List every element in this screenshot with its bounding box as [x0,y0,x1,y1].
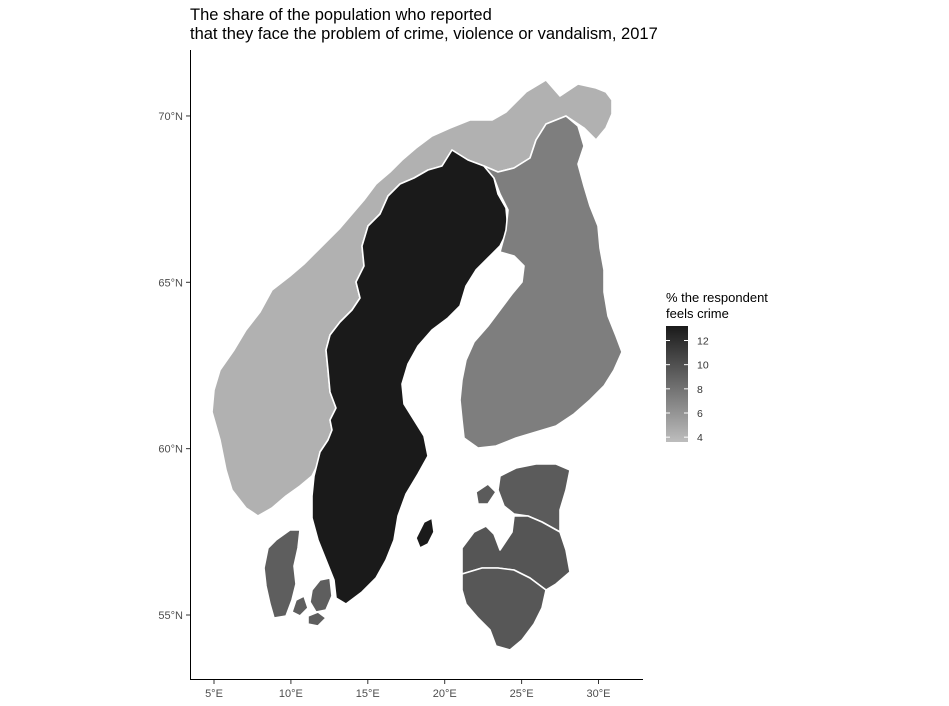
legend-title: % the respondent feels crime [666,290,768,321]
legend-tick-label: 6 [697,408,703,420]
legend-ticks: 12 10 8 6 4 [666,336,709,444]
y-tick-label: 65°N [158,277,183,289]
legend-title-line-1: % the respondent [666,290,768,305]
y-tick-label: 60°N [158,444,183,456]
chart-title-line-1: The share of the population who reported [190,6,492,24]
chart-title-line-2: that they face the problem of crime, vio… [190,25,658,43]
country-finland [459,115,623,449]
legend-title-line-2: feels crime [666,305,729,321]
y-axis-ticks: 55°N 60°N 65°N 70°N [158,111,190,622]
chart-title: The share of the population who reported… [190,6,658,44]
country-sweden [311,149,509,605]
country-lithuania [461,567,547,651]
axis-lines [190,50,643,680]
country-estonia-island [475,483,497,505]
legend-tick-label: 4 [697,432,703,444]
x-tick-label: 25°E [510,688,534,700]
country-estonia [497,463,571,533]
country-sweden-gotland [415,517,435,549]
x-tick-label: 30°E [587,688,611,700]
country-denmark-funen [291,595,309,617]
countries-layer [211,79,623,651]
country-denmark-zealand [309,577,333,613]
y-tick-label: 70°N [158,111,183,123]
x-tick-label: 10°E [279,688,303,700]
country-denmark [263,529,301,619]
legend: 12 10 8 6 4 [666,326,709,444]
legend-tick-label: 8 [697,384,703,396]
legend-colorbar [666,326,688,442]
legend-tick-label: 10 [697,360,709,372]
x-tick-label: 20°E [433,688,457,700]
x-axis-ticks: 5°E 10°E 15°E 20°E 25°E 30°E [205,680,610,700]
country-denmark-lolland [307,611,327,627]
legend-tick-label: 12 [697,336,709,348]
x-tick-label: 5°E [205,688,223,700]
x-tick-label: 15°E [356,688,380,700]
y-tick-label: 55°N [158,610,183,622]
